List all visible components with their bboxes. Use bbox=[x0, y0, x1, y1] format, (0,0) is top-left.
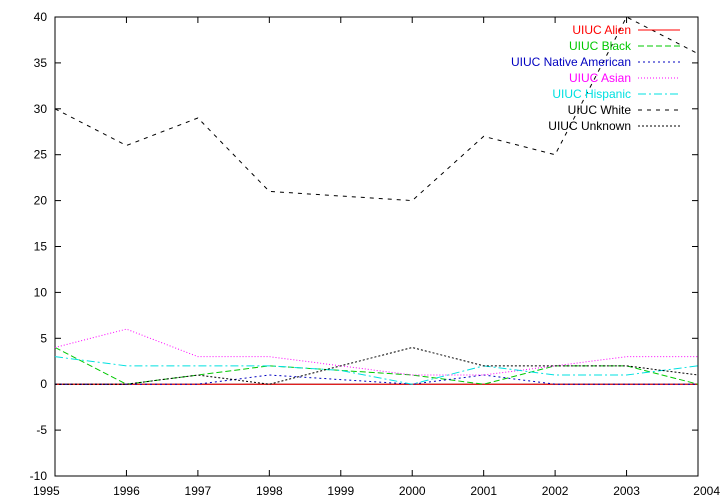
series-lines bbox=[54, 16, 699, 385]
x-tick-label: 1997 bbox=[185, 484, 212, 498]
y-tick-label: 20 bbox=[34, 194, 48, 208]
legend-label: UIUC Alien bbox=[572, 23, 631, 37]
legend-label: UIUC White bbox=[568, 103, 632, 117]
legend-label: UIUC Hispanic bbox=[552, 87, 631, 101]
plot-frame bbox=[54, 16, 699, 477]
y-axis: -10 -5 0 5 10 15 20 25 30 35 40 bbox=[30, 10, 698, 483]
legend: UIUC Alien UIUC Black UIUC Native American… bbox=[511, 23, 680, 133]
y-tick-label: 10 bbox=[34, 285, 48, 299]
x-tick-label: 1998 bbox=[256, 484, 283, 498]
x-tick-label: 2001 bbox=[470, 484, 497, 498]
x-tick-label: 2000 bbox=[399, 484, 426, 498]
series-line-uiuc-black bbox=[54, 347, 699, 385]
x-tick-label: 2002 bbox=[542, 484, 569, 498]
series-line-uiuc-native-american bbox=[55, 374, 698, 385]
x-axis: 1995 1996 1997 1998 1999 2000 2001 2002 2003 2004 bbox=[33, 17, 720, 498]
series-line-uiuc-white bbox=[54, 16, 699, 202]
y-tick-label: -10 bbox=[30, 469, 48, 483]
y-tick-label: 0 bbox=[40, 377, 47, 391]
y-tick-label: 5 bbox=[40, 331, 47, 345]
x-tick-label: 1995 bbox=[33, 484, 60, 498]
legend-label: UIUC Unknown bbox=[548, 119, 631, 133]
x-tick-label: 2003 bbox=[613, 484, 640, 498]
y-tick-label: 15 bbox=[34, 240, 48, 254]
series-line-uiuc-asian bbox=[54, 328, 698, 376]
series-line-uiuc-hispanic bbox=[54, 356, 699, 385]
y-tick-label: 30 bbox=[34, 102, 48, 116]
x-tick-label: 1999 bbox=[327, 484, 354, 498]
x-tick-label: 1996 bbox=[113, 484, 140, 498]
legend-label: UIUC Black bbox=[569, 39, 632, 53]
legend-label: UIUC Asian bbox=[569, 71, 631, 85]
y-tick-label: 40 bbox=[34, 10, 48, 24]
y-tick-label: 35 bbox=[34, 56, 48, 70]
y-tick-label: -5 bbox=[36, 423, 47, 437]
legend-label: UIUC Native American bbox=[511, 55, 631, 69]
y-tick-label: 25 bbox=[34, 148, 48, 162]
x-tick-label: 2004 bbox=[693, 484, 720, 498]
